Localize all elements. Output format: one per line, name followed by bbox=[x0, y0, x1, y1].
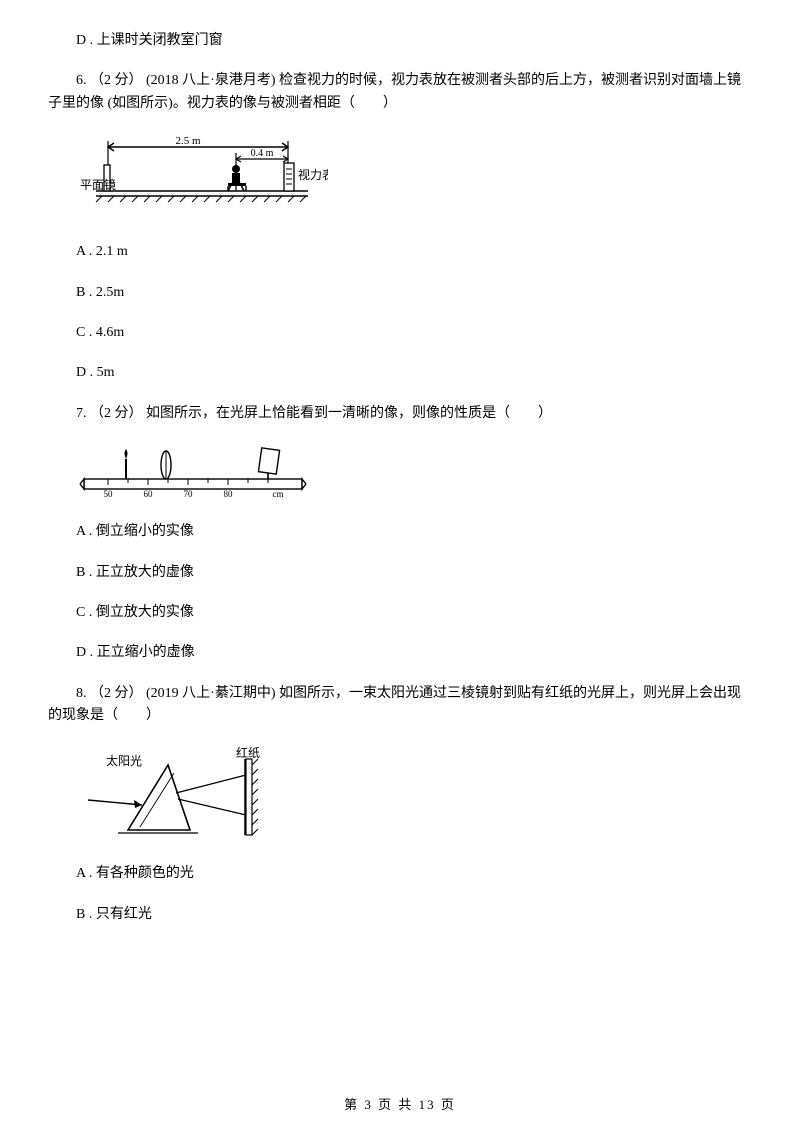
q6-option-d: D . 5m bbox=[48, 362, 752, 384]
q7-option-a: A . 倒立缩小的实像 bbox=[48, 521, 752, 543]
q6-label-chart: 视力表 bbox=[298, 167, 328, 182]
svg-text:70: 70 bbox=[184, 489, 194, 499]
q7-option-c: C . 倒立放大的实像 bbox=[48, 602, 752, 624]
q6-stem: 6. （2 分） (2018 八上·泉港月考) 检查视力的时候，视力表放在被测者… bbox=[48, 70, 752, 115]
q6-dist-small: 0.4 m bbox=[251, 148, 274, 159]
q7-option-b: B . 正立放大的虚像 bbox=[48, 562, 752, 584]
q6-option-a: A . 2.1 m bbox=[48, 241, 752, 263]
q6-label-mirror: 平面镜 bbox=[80, 177, 116, 192]
q6-dist-total: 2.5 m bbox=[175, 135, 201, 147]
svg-text:60: 60 bbox=[144, 489, 154, 499]
q7-figure: 50 60 70 80 cm bbox=[78, 443, 752, 503]
q8-stem: 8. （2 分） (2019 八上·綦江期中) 如图所示，一束太阳光通过三棱镜射… bbox=[48, 683, 752, 728]
page-footer: 第 3 页 共 13 页 bbox=[0, 1095, 800, 1116]
q8-option-a: A . 有各种颜色的光 bbox=[48, 863, 752, 885]
svg-text:cm: cm bbox=[273, 489, 284, 499]
q5-option-d: D . 上课时关闭教室门窗 bbox=[48, 30, 752, 52]
q7-option-d: D . 正立缩小的虚像 bbox=[48, 642, 752, 664]
svg-text:80: 80 bbox=[224, 489, 234, 499]
svg-text:50: 50 bbox=[104, 489, 114, 499]
q8-label-paper: 红纸 bbox=[236, 745, 260, 760]
q6-option-b: B . 2.5m bbox=[48, 282, 752, 304]
q6-figure: 2.5 m 0.4 m bbox=[78, 133, 752, 223]
q8-label-sun: 太阳光 bbox=[106, 753, 142, 768]
q8-figure: 太阳光 红纸 bbox=[78, 745, 752, 845]
q8-option-b: B . 只有红光 bbox=[48, 904, 752, 926]
q7-stem: 7. （2 分） 如图所示，在光屏上恰能看到一清晰的像，则像的性质是（ ） bbox=[48, 403, 752, 425]
q6-option-c: C . 4.6m bbox=[48, 322, 752, 344]
